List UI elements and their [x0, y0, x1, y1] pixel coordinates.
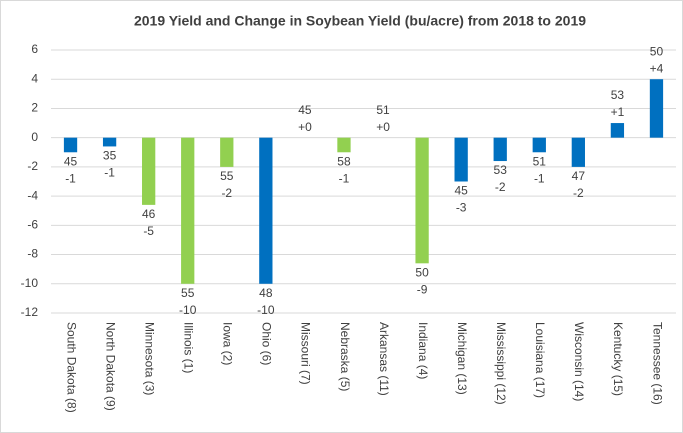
- data-label: -2: [573, 186, 584, 200]
- y-tick-label: -12: [21, 305, 39, 319]
- y-tick-label: -4: [27, 188, 38, 202]
- y-tick-label: 6: [31, 42, 38, 56]
- yield-label: 45: [454, 184, 468, 198]
- yield-label: 50: [415, 265, 429, 279]
- x-tick-label: Nebraska (5): [338, 322, 352, 391]
- yield-label: 51: [533, 154, 547, 168]
- bar: [181, 137, 195, 284]
- bar: [102, 137, 117, 147]
- chart-title: 2019 Yield and Change in Soybean Yield (…: [134, 13, 586, 29]
- data-label: -2: [221, 186, 232, 200]
- yield-label: 55: [220, 169, 234, 183]
- bar: [532, 137, 546, 153]
- x-tick-label: Mississippi (12): [494, 322, 508, 405]
- bar: [259, 137, 273, 284]
- data-label: +4: [650, 61, 664, 75]
- data-label: -5: [143, 224, 154, 238]
- bar: [415, 137, 429, 264]
- data-label: -1: [339, 171, 350, 185]
- yield-label: 50: [650, 44, 664, 58]
- bar: [649, 79, 664, 138]
- yield-label: 51: [376, 103, 390, 117]
- yield-label: 53: [494, 163, 508, 177]
- y-tick-label: 4: [31, 71, 38, 85]
- yield-label: 45: [298, 103, 312, 117]
- data-label: +1: [611, 105, 625, 119]
- x-tick-label: Wisconsin (14): [572, 322, 586, 401]
- bar: [142, 137, 156, 205]
- yield-label: 45: [64, 154, 78, 168]
- x-tick-label: North Dakota (9): [103, 322, 117, 411]
- x-tick-label: Minnesota (3): [142, 322, 156, 395]
- y-tick-label: -8: [27, 247, 38, 261]
- data-label: -1: [534, 171, 545, 185]
- y-tick-label: 0: [31, 130, 38, 144]
- bar: [63, 137, 78, 153]
- yield-label: 35: [103, 149, 117, 163]
- bar: [493, 137, 507, 162]
- data-label: +0: [298, 120, 312, 134]
- data-label: -10: [179, 303, 197, 317]
- y-tick-label: -6: [27, 218, 38, 232]
- bar: [454, 137, 468, 182]
- x-tick-label: Missouri (7): [299, 322, 313, 385]
- bar: [571, 137, 585, 167]
- bar: [220, 137, 234, 167]
- x-tick-label: Michigan (13): [455, 322, 469, 395]
- yield-label: 47: [572, 169, 586, 183]
- data-label: -1: [65, 171, 76, 185]
- x-tick-label: Ohio (6): [260, 322, 274, 365]
- x-tick-label: South Dakota (8): [64, 322, 78, 413]
- yield-label: 55: [181, 286, 195, 300]
- y-tick-label: 2: [31, 101, 38, 115]
- data-label: -1: [104, 166, 115, 180]
- x-tick-label: Kentucky (15): [611, 322, 625, 396]
- x-tick-label: Iowa (2): [221, 322, 235, 365]
- x-tick-label: Louisiana (17): [533, 322, 547, 398]
- x-tick-label: Tennessee (16): [650, 322, 664, 405]
- data-label: -3: [456, 201, 467, 215]
- y-tick-label: -10: [21, 276, 39, 290]
- x-tick-label: Illinois (1): [182, 322, 196, 373]
- yield-label: 48: [259, 286, 273, 300]
- data-label: -2: [495, 180, 506, 194]
- x-tick-label: Arkansas (11): [377, 322, 391, 396]
- bar: [610, 123, 625, 138]
- yield-label: 53: [611, 88, 625, 102]
- y-tick-label: -2: [27, 159, 38, 173]
- bar: [337, 137, 351, 153]
- data-label: -9: [417, 282, 428, 296]
- data-label: +0: [376, 120, 390, 134]
- yield-label: 46: [142, 207, 156, 221]
- x-tick-label: Indiana (4): [416, 322, 430, 379]
- yield-label: 58: [337, 154, 351, 168]
- data-label: -10: [257, 303, 275, 317]
